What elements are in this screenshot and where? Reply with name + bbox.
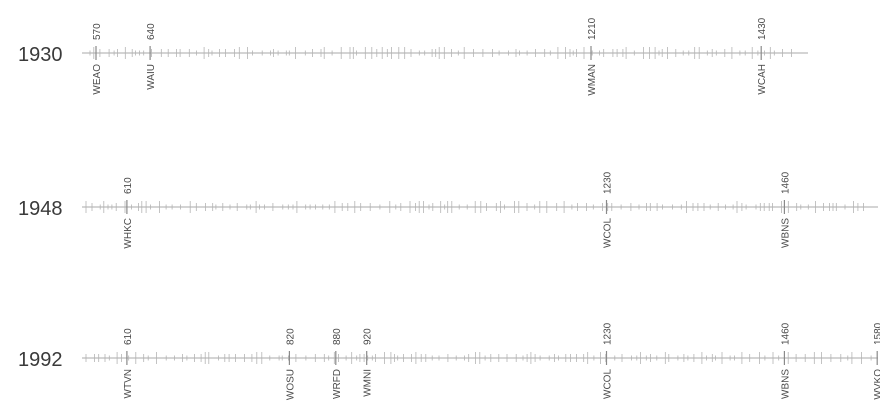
station-frequency-label: 640 bbox=[146, 23, 157, 40]
year-label: 1930 bbox=[18, 44, 63, 66]
station-frequency-label: 1230 bbox=[603, 171, 614, 194]
station-call-sign-label: WCAH bbox=[757, 64, 768, 95]
station-call-sign-label: WVKO bbox=[873, 369, 880, 400]
station-call-sign-label: WTVN bbox=[123, 369, 134, 398]
station-call-sign-label: WBNS bbox=[780, 369, 791, 399]
station-frequency-label: 920 bbox=[363, 328, 374, 345]
station-frequency-label: 1210 bbox=[587, 17, 598, 40]
dial-row-1992: 1992 610 WTVN 820 WOSU 880 WRFD 920 WMNI 1230 WCO… bbox=[18, 322, 880, 400]
station-marker: 1210 WMAN bbox=[587, 17, 598, 95]
station-marker: 1430 WCAH bbox=[757, 17, 768, 94]
station-marker: 1460 WBNS bbox=[780, 322, 791, 399]
station-frequency-label: 1460 bbox=[780, 171, 791, 194]
minor-ticks bbox=[85, 201, 864, 213]
station-frequency-label: 820 bbox=[285, 328, 296, 345]
station-marker: 1230 WCOL bbox=[603, 322, 614, 399]
station-call-sign-label: WCOL bbox=[603, 218, 614, 248]
station-frequency-label: 610 bbox=[123, 177, 134, 194]
minor-ticks bbox=[85, 352, 872, 364]
station-call-sign-label: WHKC bbox=[123, 218, 134, 249]
station-call-sign-label: WRFD bbox=[332, 369, 343, 399]
station-call-sign-label: WMNI bbox=[363, 369, 374, 397]
station-marker: 1460 WBNS bbox=[780, 171, 791, 248]
station-marker: 1580 WVKO bbox=[873, 322, 880, 399]
station-call-sign-label: WOSU bbox=[285, 369, 296, 400]
dial-row-1948: 1948 610 WHKC 1230 WCOL 1460 WBNS bbox=[18, 171, 878, 249]
station-marker: 920 WMNI bbox=[363, 328, 374, 397]
station-call-sign-label: WAIU bbox=[146, 64, 157, 90]
station-frequency-label: 1430 bbox=[757, 17, 768, 40]
station-marker: 610 WTVN bbox=[123, 328, 134, 399]
station-frequency-label: 1230 bbox=[603, 322, 614, 345]
year-label: 1992 bbox=[18, 349, 63, 371]
station-markers: 610 WHKC 1230 WCOL 1460 WBNS bbox=[123, 171, 792, 248]
station-markers: 570 WEAO 640 WAIU 1210 WMAN 1430 WCAH bbox=[92, 17, 768, 95]
station-marker: 570 WEAO bbox=[92, 23, 103, 95]
station-marker: 820 WOSU bbox=[285, 328, 296, 400]
station-call-sign-label: WMAN bbox=[587, 64, 598, 96]
minor-ticks bbox=[89, 47, 792, 59]
station-markers: 610 WTVN 820 WOSU 880 WRFD 920 WMNI 1230 WCOL 1460… bbox=[123, 322, 880, 400]
station-frequency-label: 610 bbox=[123, 328, 134, 345]
station-marker: 640 WAIU bbox=[146, 23, 157, 90]
station-call-sign-label: WEAO bbox=[92, 64, 103, 95]
year-label: 1948 bbox=[18, 198, 63, 220]
station-frequency-label: 880 bbox=[332, 328, 343, 345]
station-marker: 610 WHKC bbox=[123, 177, 134, 249]
station-frequency-label: 1460 bbox=[780, 322, 791, 345]
station-frequency-label: 1580 bbox=[873, 322, 880, 345]
station-frequency-label: 570 bbox=[92, 23, 103, 40]
station-call-sign-label: WCOL bbox=[603, 369, 614, 399]
station-call-sign-label: WBNS bbox=[780, 218, 791, 248]
station-marker: 1230 WCOL bbox=[603, 171, 614, 248]
station-marker: 880 WRFD bbox=[332, 328, 343, 399]
dial-row-1930: 1930 570 WEAO 640 WAIU 1210 WMAN 1430 WCAH bbox=[18, 17, 808, 96]
